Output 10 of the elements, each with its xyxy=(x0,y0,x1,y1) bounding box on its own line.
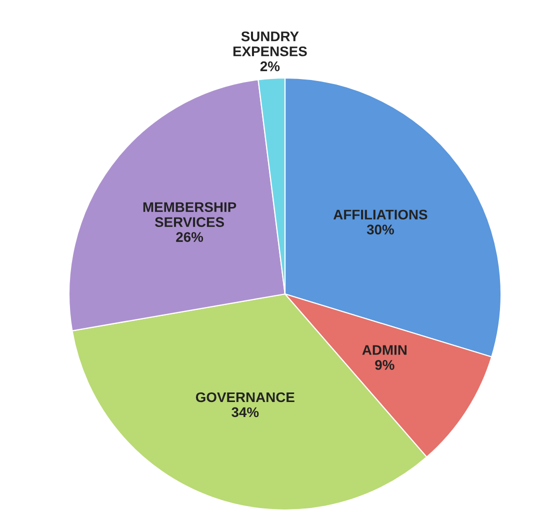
slice-label: GOVERNANCE xyxy=(196,392,294,402)
data-label: 26% xyxy=(176,232,204,242)
slice-label: MEMBERSHIP SERVICES xyxy=(143,202,236,228)
data-label: 2% xyxy=(260,61,280,72)
slice-label: ADMIN xyxy=(362,345,406,355)
data-label: 30% xyxy=(366,224,394,235)
slice-label: AFFILIATIONS xyxy=(333,210,428,220)
slice-label: SUNDRY EXPENSES xyxy=(233,31,307,56)
data-label: 9% xyxy=(375,360,394,370)
data-label: 34% xyxy=(232,407,259,418)
